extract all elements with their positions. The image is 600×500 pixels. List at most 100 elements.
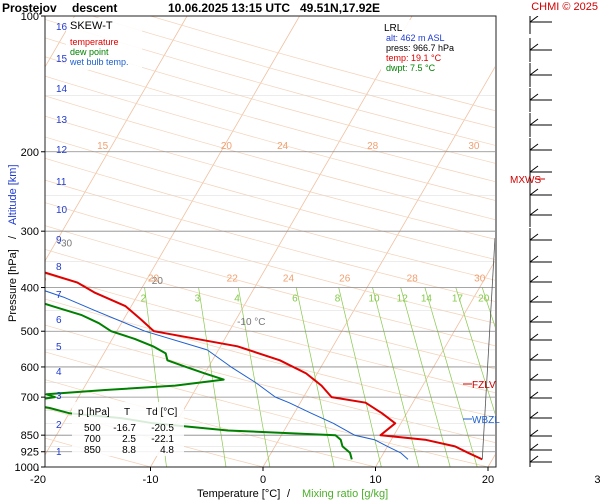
table-header-td: Td [°C]	[146, 407, 177, 418]
y-axis-label-sep: /	[7, 235, 19, 239]
table-cell: 850	[84, 445, 101, 456]
wind-barb	[529, 88, 552, 112]
wind-barbs	[529, 16, 552, 467]
altitude-tick-label: 5	[56, 342, 62, 353]
mixing-ratio-label: 2	[141, 294, 147, 305]
info-box-background	[381, 20, 485, 76]
altitude-tick-label: 6	[56, 315, 62, 326]
wind-barb-flag	[529, 93, 539, 101]
mixing-label-upper: 30	[468, 141, 480, 152]
header-coords: 49.51N,17.92E	[300, 1, 380, 15]
info-press: press: 966.7 hPa	[386, 43, 454, 53]
wind-barb-flag	[529, 455, 539, 463]
y-tick-label: 300	[21, 226, 39, 238]
plot-frame	[44, 15, 497, 468]
info-temp: temp: 19.1 °C	[386, 53, 442, 63]
altitude-tick-label: 1	[56, 447, 62, 458]
isotherm-line	[262, 66, 495, 467]
wind-barb-flag	[529, 373, 539, 381]
wind-barb-flag	[529, 118, 539, 126]
parcel-line	[481, 237, 495, 460]
altitude-tick-label: 9	[56, 235, 62, 246]
x-tick-label: 20	[482, 474, 494, 486]
y-tick-label: 925	[21, 447, 39, 459]
mixing-ratio-line	[237, 287, 271, 467]
mixing-label-mid: 15	[35, 273, 47, 284]
altitude-tick-label: 7	[56, 290, 62, 301]
isotherm-label: -10 °C	[237, 317, 265, 328]
mixing-label-upper: 24	[277, 141, 289, 152]
mixing-ratio-label: 17	[452, 294, 464, 305]
altitude-tick-label: 14	[56, 84, 68, 95]
wind-barb	[529, 38, 552, 62]
x-axis-label-sep: /	[287, 488, 291, 500]
wind-barb-flag	[529, 16, 539, 23]
y-axis-label: Pressure [hPa]	[7, 249, 19, 322]
surface-info-box: LRL alt: 462 m ASL press: 966.7 hPa temp…	[381, 20, 485, 76]
mixing-label-mid: 22	[227, 273, 239, 284]
wind-barb	[529, 16, 552, 34]
axes: -30-20-100102030401002003004005006007008…	[15, 11, 600, 486]
legend-wetbulb: wet bulb temp.	[69, 57, 129, 67]
mixing-ratio-label: 3	[195, 294, 201, 305]
grid-labels: -80 °C-70-60-50-40-30-20-10 °C0510152024…	[0, 141, 490, 328]
header-station: Prostejov	[2, 1, 57, 15]
info-label: LRL	[384, 23, 403, 34]
header-copyright: CHMI © 2025	[531, 1, 598, 13]
isotherm-line	[375, 260, 495, 467]
mixing-ratio-line	[0, 288, 4, 468]
info-dwpt: dwpt: 7.5 °C	[386, 63, 436, 73]
header-datetime: 10.06.2025 13:15 UTC	[168, 1, 290, 15]
wind-barb	[529, 450, 552, 467]
level-table: p [hPa] T Td [°C] 500 -16.7 -20.5 700 2.…	[72, 402, 184, 456]
y-tick-label: 700	[21, 392, 39, 404]
y-tick-label: 400	[21, 283, 39, 295]
x-tick-label: -20	[30, 474, 46, 486]
mixing-ratio-label: 0.6	[0, 294, 7, 305]
y-axis-label-altitude: Altitude [km]	[7, 164, 19, 225]
y-tick-label: 1000	[15, 462, 39, 474]
altitude-tick-label: 10	[56, 205, 68, 216]
level-mxws: MXWS	[510, 175, 541, 186]
chart-title: SKEW-T	[70, 20, 113, 32]
header-mode: descent	[72, 1, 117, 15]
altitude-tick-label: 3	[56, 391, 62, 402]
legend-background	[66, 18, 142, 70]
mixing-label-mid: 24	[283, 273, 295, 284]
altitude-tick-label: 13	[56, 115, 68, 126]
profiles	[45, 237, 495, 461]
mixing-ratio-line	[400, 287, 451, 467]
wind-barb-flag	[529, 429, 539, 437]
isotherm-label: -20	[148, 276, 163, 287]
level-markers: MXWS FZLV WBZL	[463, 175, 545, 426]
x-axis-label: Temperature [°C]	[197, 488, 280, 500]
legend-temperature: temperature	[70, 37, 119, 47]
wind-barb-flag	[529, 295, 539, 303]
y-tick-label: 500	[21, 326, 39, 338]
altitude-tick-label: 15	[56, 54, 68, 65]
table-cell: -20.5	[151, 423, 174, 434]
level-wbzl: WBZL	[472, 415, 500, 426]
wind-barb-flag	[529, 315, 539, 323]
altitude-tick-label: 4	[56, 367, 62, 378]
mixing-ratio-label: 20	[478, 294, 490, 305]
mixing-label-mid: 28	[407, 273, 419, 284]
isotherm-label: -30	[58, 239, 73, 250]
wind-column-background	[497, 16, 600, 467]
table-background	[72, 402, 184, 456]
info-alt: alt: 462 m ASL	[386, 33, 445, 43]
wind-barb-flag	[529, 68, 539, 76]
mixing-ratio-label: 8	[335, 294, 341, 305]
level-fzlv: FZLV	[472, 380, 496, 391]
isotherm-line	[150, 16, 413, 467]
wind-barb-flag	[529, 143, 539, 151]
mixing-ratio-label: 4	[234, 294, 240, 305]
y-tick-label: 200	[21, 147, 39, 159]
mixing-label-mid: 20	[148, 273, 160, 284]
mixing-label-upper: 15	[97, 141, 109, 152]
wind-barb	[529, 203, 552, 227]
wind-barb-flag	[529, 333, 539, 341]
isobar-lines	[45, 95, 495, 453]
y-tick-label: 100	[21, 11, 39, 23]
x-tick-label: 30	[594, 474, 600, 486]
